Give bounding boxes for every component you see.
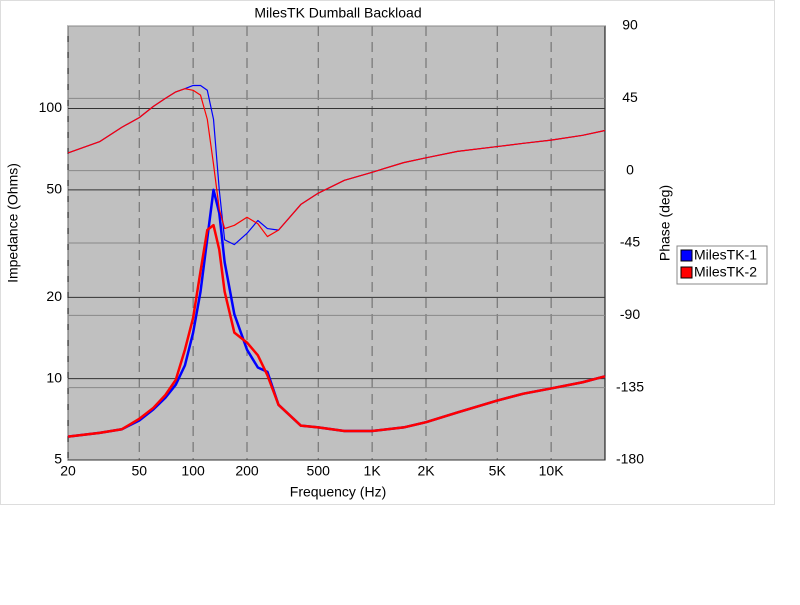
y2-axis-label: Phase (deg) <box>657 185 673 261</box>
legend-label: MilesTK-2 <box>694 264 757 280</box>
y-tick-label: 100 <box>39 99 63 115</box>
y-tick-label: 20 <box>46 288 62 304</box>
impedance-line <box>67 223 606 438</box>
chart-title: MilesTK Dumball Backload <box>254 5 421 21</box>
x-tick-label: 50 <box>131 463 147 479</box>
legend-swatch <box>680 266 693 279</box>
x-tick-label: 100 <box>181 463 205 479</box>
legend-swatch <box>680 249 693 262</box>
legend-label: MilesTK-1 <box>694 247 757 263</box>
phase-line <box>67 88 606 238</box>
x-tick-label: 20 <box>60 463 76 479</box>
y2-tick-label: -45 <box>620 234 640 250</box>
x-tick-label: 200 <box>235 463 259 479</box>
y-tick-label: 5 <box>54 451 62 467</box>
x-tick-label: 500 <box>307 463 331 479</box>
x-tick-label: 5K <box>489 463 507 479</box>
y2-tick-label: 0 <box>626 161 634 177</box>
x-tick-label: 1K <box>364 463 382 479</box>
y2-tick-label: -135 <box>616 378 644 394</box>
y2-tick-label: 90 <box>622 17 638 33</box>
x-axis-label: Frequency (Hz) <box>290 484 386 500</box>
y-tick-label: 50 <box>46 181 62 197</box>
y2-tick-label: -90 <box>620 306 640 322</box>
y2-tick-label: 45 <box>622 89 638 105</box>
x-tick-label: 2K <box>417 463 435 479</box>
x-tick-label: 10K <box>539 463 565 479</box>
y2-tick-label: -180 <box>616 451 644 467</box>
lines <box>67 84 606 438</box>
y-axis-label: Impedance (Ohms) <box>5 163 21 283</box>
y-tick-label: 10 <box>46 369 62 385</box>
